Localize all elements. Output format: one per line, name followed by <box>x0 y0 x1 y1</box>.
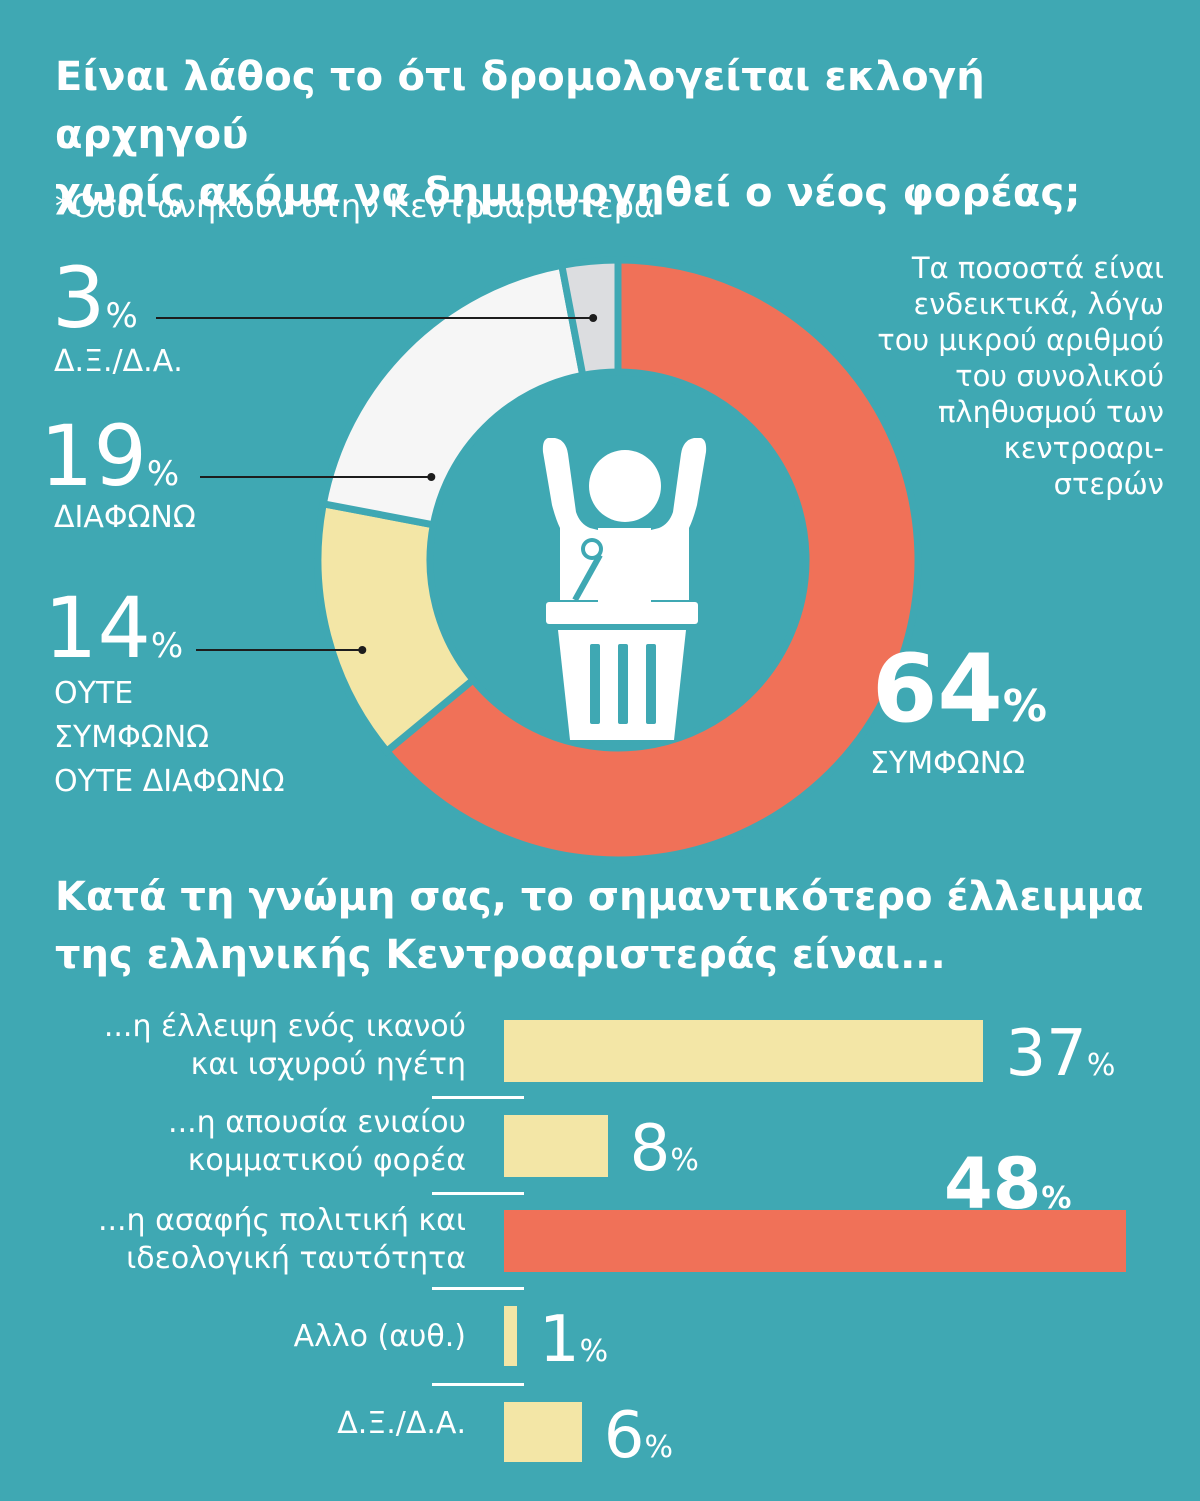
leader-line-disagree-dot <box>427 473 436 481</box>
bar-label-lack-of-leader: ...η έλλειψη ενός ικανού και ισχυρού ηγέτ… <box>40 1008 466 1084</box>
bar-label-no-unified-party-line-2: κομματικού φορέα <box>187 1143 466 1178</box>
bar-label-no-unified-party-line-1: ...η απουσία ενιαίου <box>168 1105 466 1140</box>
dk-label: Δ.Ξ./Δ.Α. <box>54 344 183 379</box>
bar-label-unclear-identity-line-2: ιδεολογική ταυτότητα <box>126 1241 466 1276</box>
neither-label-line-3: ΟΥΤΕ ΔΙΑΦΩΝΩ <box>54 764 285 799</box>
bar-label-other-line-1: Αλλο (αυθ.) <box>293 1319 466 1354</box>
neither-value-pct: % <box>150 626 184 666</box>
bar-lack-of-leader <box>504 1020 984 1082</box>
chart-subtitle: *Οσοι ανήκουν στην Κεντροαριστερά <box>55 187 655 225</box>
speaker-at-podium-icon <box>542 438 707 740</box>
bar-chart-title-line-1: Κατά τη γνώμη σας, το σημαντικότερο έλλε… <box>55 874 1144 920</box>
row-divider <box>432 1383 524 1386</box>
agree-value-number: 64 <box>872 635 1003 744</box>
chart-title-line-2: χωρίς ακόμα να δημιουργηθεί ο νέος φορέα… <box>55 170 1081 216</box>
bar-label-unclear-identity: ...η ασαφής πολιτική και ιδεολογική ταυτό… <box>40 1202 466 1278</box>
agree-value-pct: % <box>1002 681 1047 732</box>
bar-no-unified-party <box>504 1115 608 1177</box>
leader-line-dk-dot <box>589 314 598 322</box>
neither-label-line-1: ΟΥΤΕ <box>54 676 134 711</box>
bar-label-dk: Δ.Ξ./Δ.Α. <box>40 1405 466 1443</box>
agree-label: ΣΥΜΦΩΝΩ <box>870 746 1026 781</box>
disagree-label: ΔΙΑΦΩΝΩ <box>54 500 196 535</box>
bar-value-number: 8 <box>629 1112 671 1186</box>
donut-slice-agree <box>381 256 922 864</box>
bar-value-number: 37 <box>1005 1017 1087 1091</box>
neither-value-number: 14 <box>44 579 151 677</box>
bar-chart-title: Κατά τη γνώμη σας, το σημαντικότερο έλλε… <box>55 868 1185 984</box>
donut-chart <box>156 256 922 864</box>
bar-other <box>504 1306 517 1366</box>
bar-chart-title-line-2: της ελληνικής Κεντροαριστεράς είναι... <box>55 932 946 978</box>
bar-value-no-unified-party: 8% <box>630 1117 699 1193</box>
side-note-line-2: ενδεικτικά, λόγω <box>913 287 1164 321</box>
bar-value-unclear-identity: 48% <box>944 1149 1072 1231</box>
row-divider <box>432 1096 524 1099</box>
bar-label-dk-line-1: Δ.Ξ./Δ.Α. <box>337 1406 466 1441</box>
bar-label-other: Αλλο (αυθ.) <box>40 1318 466 1356</box>
chart-title: Είναι λάθος το ότι δρομολογείται εκλογή … <box>55 48 1185 222</box>
donut-slice-disagree <box>319 261 587 529</box>
row-divider <box>432 1287 524 1290</box>
bar-value-other: 1% <box>539 1308 608 1384</box>
neither-label-line-2: ΣΥΜΦΩΝΩ <box>54 720 210 755</box>
bar-value-number: 1 <box>538 1303 580 1377</box>
bar-value-lack-of-leader: 37% <box>1005 1022 1115 1098</box>
disagree-value: 19% <box>40 414 179 516</box>
bar-value-pct: % <box>1086 1048 1116 1083</box>
bar-dk <box>504 1402 582 1462</box>
dk-value-pct: % <box>105 296 138 336</box>
bar-label-no-unified-party: ...η απουσία ενιαίου κομματικού φορέα <box>40 1104 466 1180</box>
disagree-value-pct: % <box>146 454 180 494</box>
side-note-line-6: κεντροαρι- <box>1003 431 1164 465</box>
side-note-line-7: στερών <box>1053 467 1164 501</box>
bar-label-lack-of-leader-line-2: και ισχυρού ηγέτη <box>190 1047 466 1082</box>
bar-value-pct: % <box>579 1334 609 1369</box>
bar-value-pct: % <box>1041 1181 1072 1216</box>
bar-value-pct: % <box>644 1430 673 1465</box>
side-note-line-5: πληθυσμού των <box>937 395 1164 429</box>
dk-value: 3% <box>52 256 138 358</box>
bar-label-lack-of-leader-line-1: ...η έλλειψη ενός ικανού <box>103 1009 466 1044</box>
side-note-line-4: του συνολικού <box>955 359 1164 393</box>
bar-value-dk: 6% <box>604 1404 673 1480</box>
disagree-value-number: 19 <box>40 407 147 505</box>
row-divider <box>432 1192 524 1195</box>
bar-value-pct: % <box>670 1143 699 1178</box>
bar-unclear-identity <box>504 1210 1126 1272</box>
chart-title-line-1: Είναι λάθος το ότι δρομολογείται εκλογή … <box>55 54 985 158</box>
agree-value: 64% <box>872 640 1047 757</box>
neither-value: 14% <box>44 586 183 688</box>
bar-label-unclear-identity-line-1: ...η ασαφής πολιτική και <box>97 1203 466 1238</box>
side-note-line-1: Τα ποσοστά είναι <box>911 251 1164 285</box>
dk-value-number: 3 <box>52 249 106 347</box>
side-note-line-3: του μικρού αριθμού <box>877 323 1164 357</box>
neither-label: ΟΥΤΕ ΣΥΜΦΩΝΩ ΟΥΤΕ ΔΙΑΦΩΝΩ <box>54 672 285 804</box>
bar-value-number: 6 <box>603 1399 645 1473</box>
bar-value-number: 48 <box>944 1143 1042 1225</box>
leader-line-neither-dot <box>358 646 367 654</box>
side-note: Τα ποσοστά είναι ενδεικτικά, λόγω του μι… <box>764 250 1164 502</box>
